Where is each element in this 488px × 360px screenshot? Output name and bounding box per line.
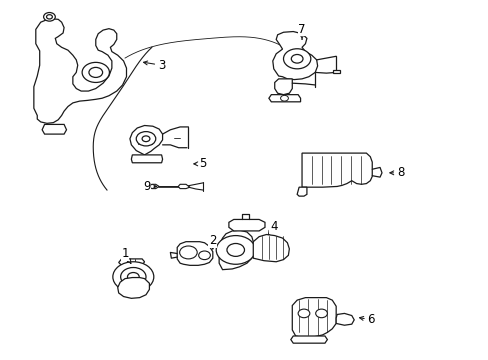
Circle shape [280, 95, 288, 101]
Circle shape [113, 262, 154, 292]
Text: 9: 9 [143, 180, 156, 193]
Circle shape [198, 251, 210, 260]
Text: 5: 5 [193, 157, 206, 170]
Circle shape [127, 273, 139, 281]
Polygon shape [34, 19, 126, 123]
Polygon shape [140, 135, 149, 143]
Polygon shape [268, 95, 300, 102]
Circle shape [179, 246, 197, 259]
Polygon shape [131, 155, 162, 163]
Polygon shape [130, 126, 162, 155]
Text: 2: 2 [209, 234, 216, 249]
Text: 4: 4 [268, 220, 277, 235]
Polygon shape [290, 336, 327, 343]
Circle shape [226, 243, 244, 256]
Polygon shape [272, 32, 317, 80]
Text: 7: 7 [298, 23, 305, 39]
Polygon shape [144, 134, 151, 140]
Polygon shape [177, 242, 212, 265]
Circle shape [142, 136, 150, 141]
Polygon shape [119, 259, 144, 265]
Circle shape [298, 309, 309, 318]
Text: 8: 8 [389, 166, 404, 179]
Circle shape [216, 235, 255, 264]
Circle shape [82, 62, 109, 82]
Polygon shape [219, 230, 253, 270]
Circle shape [136, 132, 156, 146]
Text: 1: 1 [121, 247, 131, 264]
Circle shape [46, 15, 52, 19]
Circle shape [43, 13, 55, 21]
Circle shape [89, 67, 102, 77]
Polygon shape [178, 184, 189, 189]
Circle shape [283, 49, 310, 69]
Polygon shape [302, 153, 371, 187]
Circle shape [121, 267, 146, 286]
Polygon shape [292, 298, 335, 338]
Polygon shape [297, 187, 306, 196]
Polygon shape [148, 184, 159, 189]
Polygon shape [118, 278, 149, 298]
Polygon shape [335, 314, 353, 325]
Polygon shape [253, 234, 289, 262]
Polygon shape [138, 135, 152, 144]
Text: 6: 6 [359, 313, 374, 327]
Polygon shape [332, 69, 339, 73]
Circle shape [315, 309, 327, 318]
Circle shape [291, 54, 303, 63]
Polygon shape [274, 79, 292, 95]
Polygon shape [42, 125, 66, 134]
Text: 3: 3 [143, 59, 165, 72]
Polygon shape [228, 220, 264, 231]
